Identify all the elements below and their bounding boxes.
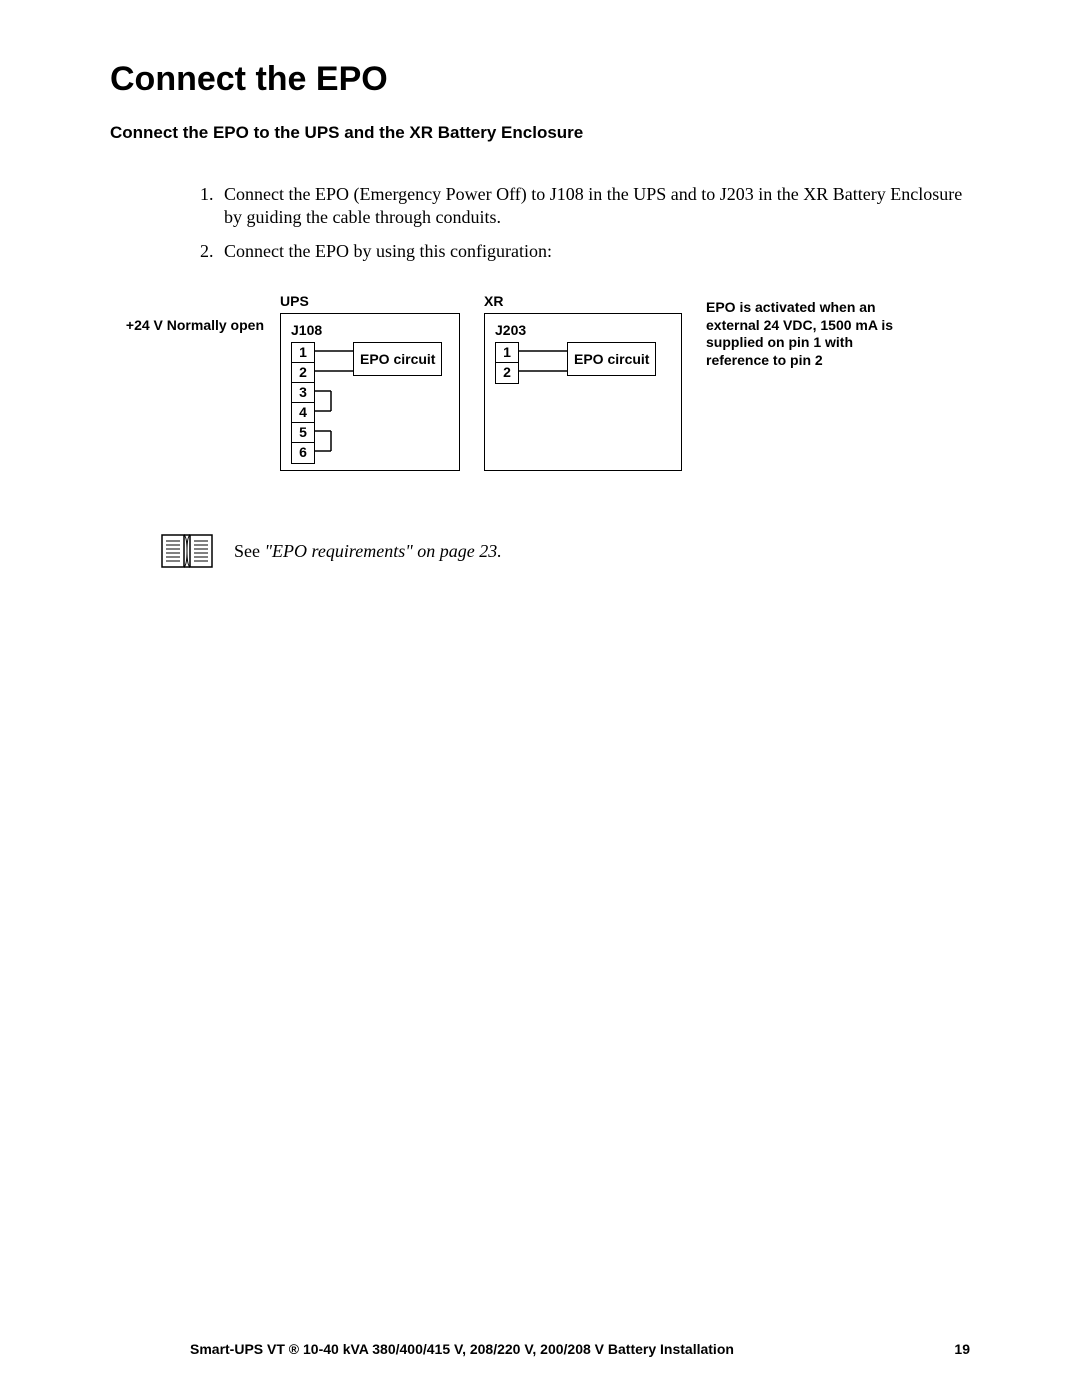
note-text: See "EPO requirements" on page 23. xyxy=(234,541,502,562)
pin: 4 xyxy=(292,403,314,423)
step-number: 1. xyxy=(200,183,224,230)
footer-title: Smart-UPS VT ® 10-40 kVA 380/400/415 V, … xyxy=(190,1341,734,1357)
xr-column: XR J203 1 2 EPO circuit xyxy=(484,293,682,471)
pin: 1 xyxy=(496,343,518,363)
pin: 2 xyxy=(292,363,314,383)
steps-list: 1. Connect the EPO (Emergency Power Off)… xyxy=(200,183,970,263)
xr-epo-circuit: EPO circuit xyxy=(567,342,656,376)
ups-pins: 1 2 3 4 5 6 xyxy=(291,342,315,464)
xr-pins: 1 2 xyxy=(495,342,519,384)
step-number: 2. xyxy=(200,240,224,263)
pin: 3 xyxy=(292,383,314,403)
xr-wires-svg xyxy=(485,314,683,474)
section-subtitle: Connect the EPO to the UPS and the XR Ba… xyxy=(110,123,970,143)
step-text: Connect the EPO by using this configurat… xyxy=(224,240,970,263)
step-1: 1. Connect the EPO (Emergency Power Off)… xyxy=(200,183,970,230)
pin: 2 xyxy=(496,363,518,383)
step-2: 2. Connect the EPO by using this configu… xyxy=(200,240,970,263)
diagram-left-label: +24 V Normally open xyxy=(110,293,280,333)
ups-column: UPS J108 1 2 3 4 5 6 EPO circuit xyxy=(280,293,460,471)
xr-panel: J203 1 2 EPO circuit xyxy=(484,313,682,471)
diagram-right-label: EPO is activated when an external 24 VDC… xyxy=(706,293,906,369)
ups-panel: J108 1 2 3 4 5 6 EPO circuit xyxy=(280,313,460,471)
xr-connector-label: J203 xyxy=(495,322,671,338)
note-reference: "EPO requirements" on page 23. xyxy=(265,541,502,561)
page-title: Connect the EPO xyxy=(110,60,970,99)
xr-header: XR xyxy=(484,293,682,309)
page-footer: Smart-UPS VT ® 10-40 kVA 380/400/415 V, … xyxy=(0,1341,1080,1357)
manual-icon xyxy=(160,531,214,571)
pin: 1 xyxy=(292,343,314,363)
ups-header: UPS xyxy=(280,293,460,309)
wiring-diagram: +24 V Normally open UPS J108 1 2 3 4 5 6… xyxy=(110,293,970,471)
pin: 6 xyxy=(292,443,314,463)
note-row: See "EPO requirements" on page 23. xyxy=(160,531,970,571)
note-prefix: See xyxy=(234,541,265,561)
pin: 5 xyxy=(292,423,314,443)
ups-epo-circuit: EPO circuit xyxy=(353,342,442,376)
step-text: Connect the EPO (Emergency Power Off) to… xyxy=(224,183,970,230)
page-number: 19 xyxy=(954,1341,970,1357)
ups-connector-label: J108 xyxy=(291,322,449,338)
